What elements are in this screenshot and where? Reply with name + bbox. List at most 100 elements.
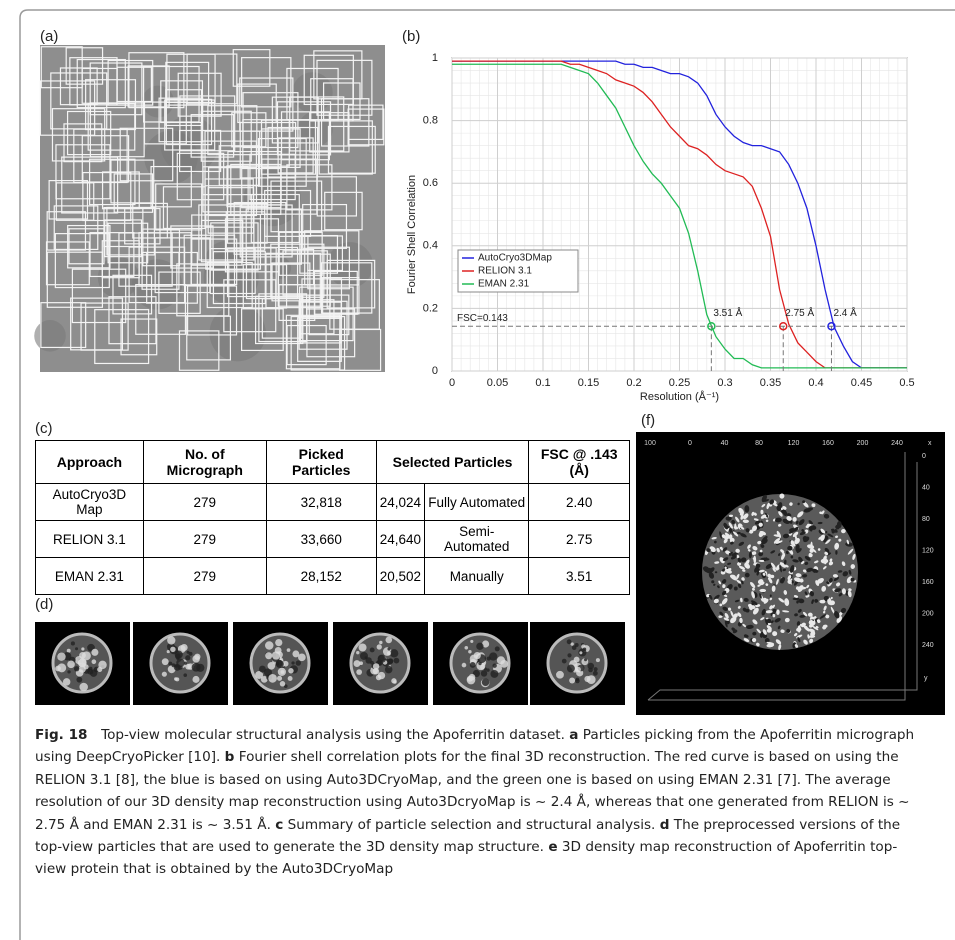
- density-texture: [750, 582, 756, 588]
- density-texture: [834, 542, 840, 550]
- density-texture: [714, 561, 720, 564]
- particle-box: [107, 222, 149, 264]
- density-texture: [765, 618, 768, 625]
- particle-box: [348, 104, 384, 141]
- density-texture: [835, 550, 838, 555]
- particle-texture: [483, 667, 487, 671]
- density-texture: [842, 571, 849, 577]
- particle-texture: [291, 661, 295, 665]
- particle-box: [87, 102, 136, 151]
- density-texture: [789, 565, 795, 573]
- particle-texture: [174, 650, 183, 659]
- particle-texture: [76, 676, 83, 683]
- particle-texture: [561, 658, 567, 664]
- density-texture: [804, 555, 811, 561]
- density-texture: [728, 534, 733, 540]
- particle-box: [40, 302, 87, 349]
- density-texture: [733, 586, 738, 591]
- density-texture: [724, 612, 729, 619]
- particle-texture: [79, 682, 88, 692]
- density-texture: [758, 522, 763, 527]
- density-texture: [808, 552, 813, 557]
- table-cell: 279: [142, 520, 267, 558]
- density-texture: [806, 567, 813, 573]
- particle-texture: [295, 660, 302, 666]
- particle-box: [223, 279, 277, 333]
- y-tick-label: 0.2: [423, 302, 438, 314]
- table-cell: 24,024: [375, 483, 426, 521]
- density-texture: [790, 555, 794, 559]
- density-texture: [722, 606, 728, 611]
- density-texture: [718, 580, 722, 585]
- density-texture: [776, 505, 782, 512]
- particle-box: [186, 285, 238, 336]
- density-texture: [772, 567, 776, 572]
- particle-texture: [393, 680, 397, 684]
- particle-box: [70, 297, 123, 351]
- view-corner: 100: [644, 440, 656, 447]
- x-tick-label: 0.15: [578, 377, 599, 389]
- particle-texture: [265, 641, 274, 650]
- density-texture: [743, 638, 750, 643]
- particle-texture: [478, 661, 482, 666]
- density-texture: [737, 531, 741, 535]
- density-texture: [783, 590, 788, 595]
- particle-texture: [166, 649, 170, 654]
- particle-box: [318, 120, 373, 175]
- frame: [19, 9, 955, 940]
- density-texture: [811, 568, 819, 573]
- density-texture: [762, 629, 767, 635]
- particle-box: [320, 262, 373, 314]
- density-texture: [797, 511, 804, 518]
- density-texture: [721, 580, 725, 584]
- particle-texture: [470, 639, 474, 643]
- particle-texture: [372, 668, 380, 675]
- particle-texture: [587, 662, 595, 670]
- density-texture: [744, 559, 750, 567]
- density-texture: [796, 600, 799, 604]
- legend-box: [457, 249, 579, 293]
- density-texture: [717, 585, 720, 589]
- density-texture: [794, 538, 800, 545]
- density-texture: [808, 619, 814, 625]
- density-texture: [802, 574, 808, 578]
- density-texture: [752, 545, 758, 551]
- density-texture: [802, 500, 806, 504]
- density-texture: [742, 513, 749, 520]
- density-texture: [831, 528, 835, 534]
- density-texture: [723, 617, 730, 621]
- density-texture: [824, 551, 829, 556]
- density-texture: [795, 586, 801, 591]
- density-texture: [782, 506, 787, 510]
- particle-box: [112, 274, 153, 315]
- header-cell: Picked Particles: [265, 440, 377, 484]
- density-texture: [782, 568, 787, 572]
- y-tick-label: 0: [432, 365, 438, 377]
- density-texture: [762, 633, 768, 639]
- y-tick-label: 0: [922, 453, 926, 460]
- y-axis-label: Fourier Shell Correlation: [406, 175, 418, 294]
- particle-texture: [582, 647, 587, 652]
- density-texture: [779, 493, 785, 499]
- density-texture: [814, 616, 817, 619]
- particle-texture: [480, 670, 488, 677]
- density-texture: [841, 561, 846, 567]
- particle-box: [46, 211, 87, 251]
- crossing-point: [827, 321, 836, 331]
- x-tick-label: 0.05: [487, 377, 508, 389]
- density-texture: [821, 585, 827, 592]
- density-texture: [776, 530, 782, 538]
- panel-label: (c): [35, 420, 53, 437]
- density-texture: [770, 562, 776, 570]
- density-texture: [811, 599, 814, 605]
- density-texture: [725, 516, 732, 521]
- density-texture: [822, 555, 827, 563]
- density-texture: [745, 608, 750, 613]
- density-texture: [825, 535, 829, 540]
- density-texture: [773, 537, 781, 544]
- density-texture: [721, 534, 726, 538]
- density-texture: [757, 540, 762, 545]
- density-texture: [802, 535, 808, 541]
- particle-texture: [461, 662, 467, 668]
- particle-texture: [194, 653, 201, 660]
